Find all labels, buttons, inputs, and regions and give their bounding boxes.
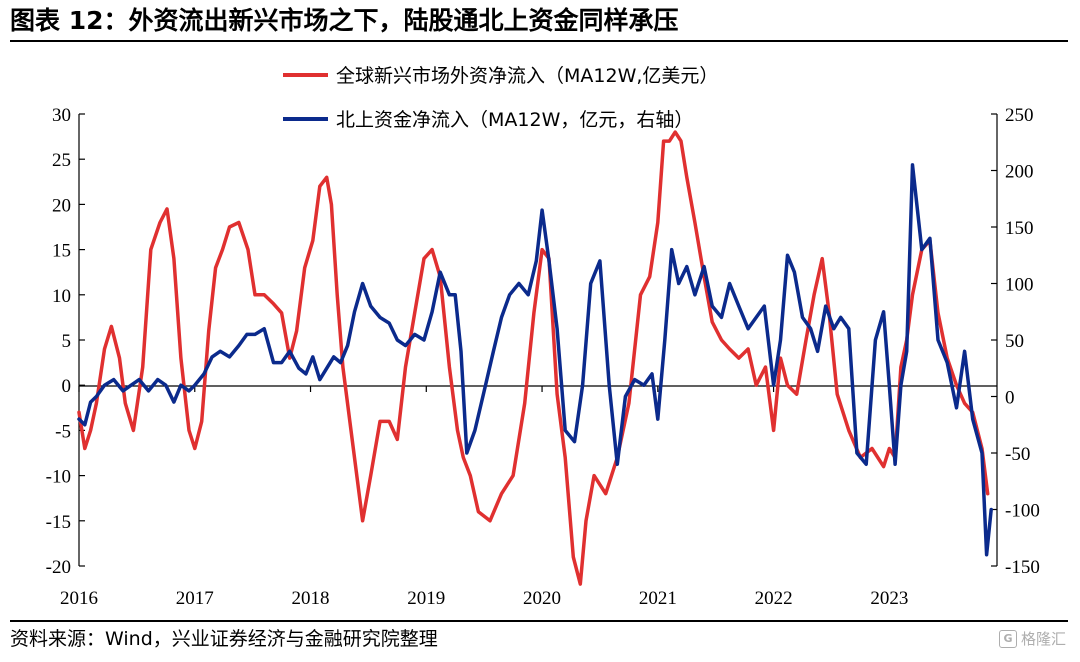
right-tick-label: -50	[1005, 444, 1030, 465]
x-tick-label: 2021	[639, 588, 677, 609]
left-tick-label: 20	[52, 195, 71, 216]
series-group	[77, 130, 993, 586]
right-tick-label: 100	[1005, 275, 1034, 296]
left-tick-label: 0	[62, 376, 72, 397]
x-tick-label: 2020	[523, 588, 561, 609]
footer-rule	[10, 620, 1068, 622]
x-tick-label: 2018	[292, 588, 330, 609]
right-tick-label: 150	[1005, 218, 1034, 239]
left-tick-label: 10	[52, 286, 71, 307]
x-tick-label: 2019	[407, 588, 445, 609]
axes-group	[78, 114, 998, 566]
source-note: 资料来源：Wind，兴业证券经济与金融研究院整理	[10, 628, 438, 650]
watermark: G 格隆汇	[998, 628, 1066, 649]
left-tick-label: 5	[62, 331, 72, 352]
right-tick-label: 250	[1005, 105, 1034, 126]
right-tick-label: -100	[1005, 501, 1040, 522]
x-tick-label: 2016	[60, 588, 98, 609]
series-line-em-outflow	[77, 130, 990, 586]
left-tick-label: -15	[46, 512, 71, 533]
left-tick-label: 25	[52, 150, 71, 171]
watermark-text: 格隆汇	[1020, 630, 1066, 648]
figure-title: 图表 12：外资流出新兴市场之下，陆股通北上资金同样承压	[10, 6, 679, 35]
left-tick-label: -20	[46, 557, 71, 578]
x-tick-label: 2023	[870, 588, 908, 609]
left-tick-label: -5	[55, 421, 71, 442]
left-tick-label: -10	[46, 467, 71, 488]
g-logo-icon: G	[998, 629, 1017, 648]
legend: 全球新兴市场外资净流入（MA12W,亿美元） 北上资金净流入（MA12W，亿元，…	[283, 65, 718, 131]
right-tick-group: 250 200 150 100 50 0 -50 -100 -150	[991, 105, 1040, 578]
legend-label-blue: 北上资金净流入（MA12W，亿元，右轴）	[336, 109, 693, 131]
right-tick-label: 0	[1005, 388, 1015, 409]
right-tick-label: -150	[1005, 557, 1040, 578]
left-tick-label: 30	[52, 105, 71, 126]
title-rule	[10, 40, 1068, 42]
x-tick-label: 2022	[755, 588, 793, 609]
left-tick-label: 15	[52, 241, 71, 262]
series-line-northbound	[77, 163, 993, 557]
x-tick-group: 2016 2017 2018 2019 2020 2021 2022 2023	[60, 386, 908, 609]
legend-label-red: 全球新兴市场外资净流入（MA12W,亿美元）	[336, 65, 718, 87]
right-tick-label: 50	[1005, 331, 1024, 352]
x-tick-label: 2017	[176, 588, 214, 609]
right-tick-label: 200	[1005, 162, 1034, 183]
